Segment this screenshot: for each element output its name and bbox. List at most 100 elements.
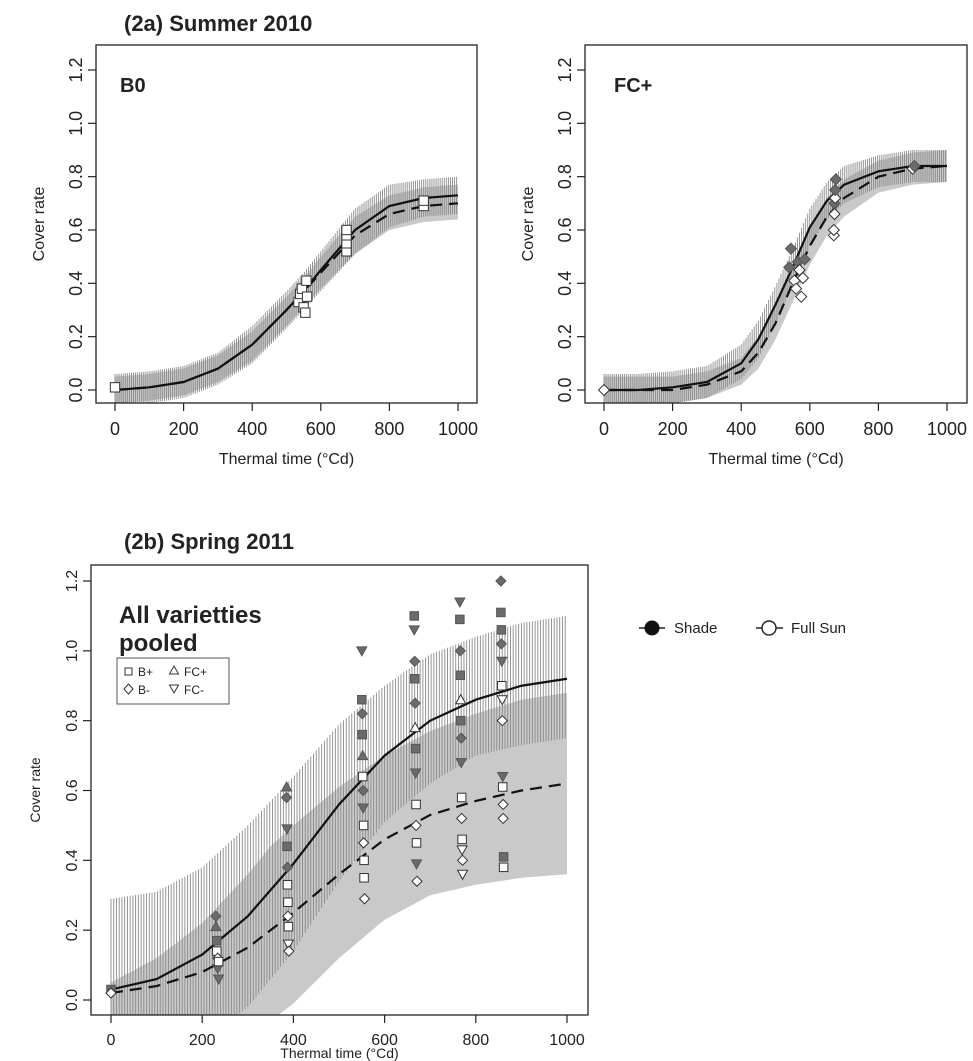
legend-shade-label: Shade [674, 620, 717, 637]
data-point-triangle-down [495, 656, 508, 668]
y-tick-label: 0.0 [555, 377, 575, 402]
chart-panel-b0: 0 200 400 600 800 1000 0.0 0.2 0.4 0.6 0.8 1.0 1.2 Th… [31, 44, 478, 468]
data-point-square [457, 834, 467, 845]
data-point-triangle-down [455, 758, 468, 769]
data-point-diamond [497, 798, 509, 811]
section-title-summer-2010: (2a) Summer 2010 [124, 11, 313, 36]
shade-confidence-band [114, 176, 458, 403]
legend-shade-marker [644, 620, 660, 636]
data-point-square [409, 674, 420, 684]
y-tick-label: 1.0 [555, 111, 575, 136]
data-point-square [497, 782, 508, 792]
y-tick-label: 1.0 [66, 111, 86, 136]
data-point-square [357, 771, 368, 782]
x-tick-label: 1000 [438, 419, 478, 439]
data-point-triangle-down [496, 695, 509, 706]
data-point-square [341, 224, 352, 236]
x-axis-label: Thermal time (°Cd) [219, 451, 354, 468]
data-point-diamond [496, 714, 508, 727]
data-point-diamond [455, 732, 467, 744]
data-point-triangle-down [456, 845, 468, 856]
data-point-square [411, 799, 421, 810]
section-title-spring-2011: (2b) Spring 2011 [124, 529, 294, 554]
data-point-square [411, 838, 422, 848]
plot-frame [95, 44, 478, 404]
inner-legend-bplus-label: B+ [138, 665, 153, 679]
data-point-diamond [357, 784, 369, 797]
data-point-triangle-up [409, 721, 422, 733]
shade-fit-curve [604, 164, 947, 392]
panel-label: B0 [120, 75, 146, 97]
data-point-diamond [829, 173, 843, 186]
full-sun-confidence-band [604, 150, 947, 403]
y-axis-label: Cover rate [520, 187, 537, 262]
data-point-square [213, 956, 224, 967]
data-point-triangle-down [212, 974, 225, 986]
data-point-diamond [280, 791, 293, 804]
data-point-diamond [795, 290, 808, 303]
data-point-square [498, 852, 509, 862]
data-point-diamond [789, 282, 803, 295]
inner-legend-bplus-marker [124, 667, 133, 676]
y-tick-label: 0.8 [555, 164, 575, 189]
chart-panel-fcplus: 0 200 400 600 800 1000 0.0 0.2 0.4 0.6 0.8 1.0 1.2 Th… [520, 44, 968, 468]
data-point-diamond [408, 655, 421, 668]
data-point-diamond [105, 987, 117, 999]
data-point-diamond [454, 645, 467, 657]
data-point-diamond [356, 707, 368, 720]
plot-area [105, 575, 568, 1015]
data-point-square [496, 625, 507, 635]
inner-legend-box [116, 657, 230, 705]
y-tick-label: 1.2 [64, 570, 81, 592]
data-point-diamond [796, 271, 810, 285]
legend-fullsun-label: Full Sun [791, 620, 846, 637]
data-point-diamond [827, 223, 841, 237]
legend-fullsun-marker [761, 620, 777, 636]
inner-legend-fcplus-marker [168, 664, 180, 675]
data-point-square [282, 841, 292, 852]
inner-legend-bminus-label: B- [138, 683, 150, 697]
plot-area [597, 150, 948, 403]
y-tick-label: 0.2 [66, 324, 86, 349]
data-point-diamond [828, 191, 842, 205]
data-points [109, 195, 429, 393]
data-point-square [357, 694, 367, 705]
y-tick-label: 1.2 [555, 57, 575, 82]
data-point-diamond [455, 812, 468, 825]
y-axis-label: Cover rate [31, 187, 48, 262]
data-point-diamond [495, 575, 507, 587]
data-point-diamond [497, 812, 509, 825]
data-point-diamond [828, 207, 841, 221]
data-point-diamond [411, 875, 423, 887]
data-point-diamond [495, 638, 508, 650]
chart-panel-pooled: 0 200 400 600 800 1000 0.0 0.2 0.4 0.6 0.8 1.0 1.2 Th… [27, 564, 589, 1061]
data-point-square [455, 614, 465, 625]
data-point-square [496, 607, 506, 618]
x-tick-label: 0 [107, 1032, 116, 1049]
data-point-square [212, 935, 222, 946]
y-tick-label: 0.6 [64, 779, 81, 801]
data-point-triangle-down [410, 859, 423, 870]
data-point-square [455, 670, 466, 681]
data-point-square [498, 862, 509, 873]
x-tick-label: 800 [863, 419, 893, 439]
data-point-diamond [908, 159, 921, 173]
x-tick-label: 600 [795, 419, 825, 439]
data-point-triangle-up [280, 780, 293, 792]
y-tick-label: 0.8 [64, 709, 81, 731]
x-tick-label: 800 [374, 419, 404, 439]
data-point-triangle-up [356, 749, 369, 761]
shade-fit-curve [110, 677, 568, 991]
y-tick-label: 0.4 [64, 849, 81, 871]
data-point-square [283, 897, 293, 907]
panel-label: FC+ [614, 75, 652, 97]
data-point-square [418, 195, 429, 206]
data-point-square [109, 382, 121, 393]
data-point-triangle-down [355, 646, 368, 657]
data-point-square [282, 880, 293, 890]
x-tick-label: 600 [371, 1032, 398, 1049]
data-point-square [359, 873, 369, 883]
data-point-triangle-down [496, 772, 509, 783]
y-tick-label: 0.4 [555, 271, 575, 296]
